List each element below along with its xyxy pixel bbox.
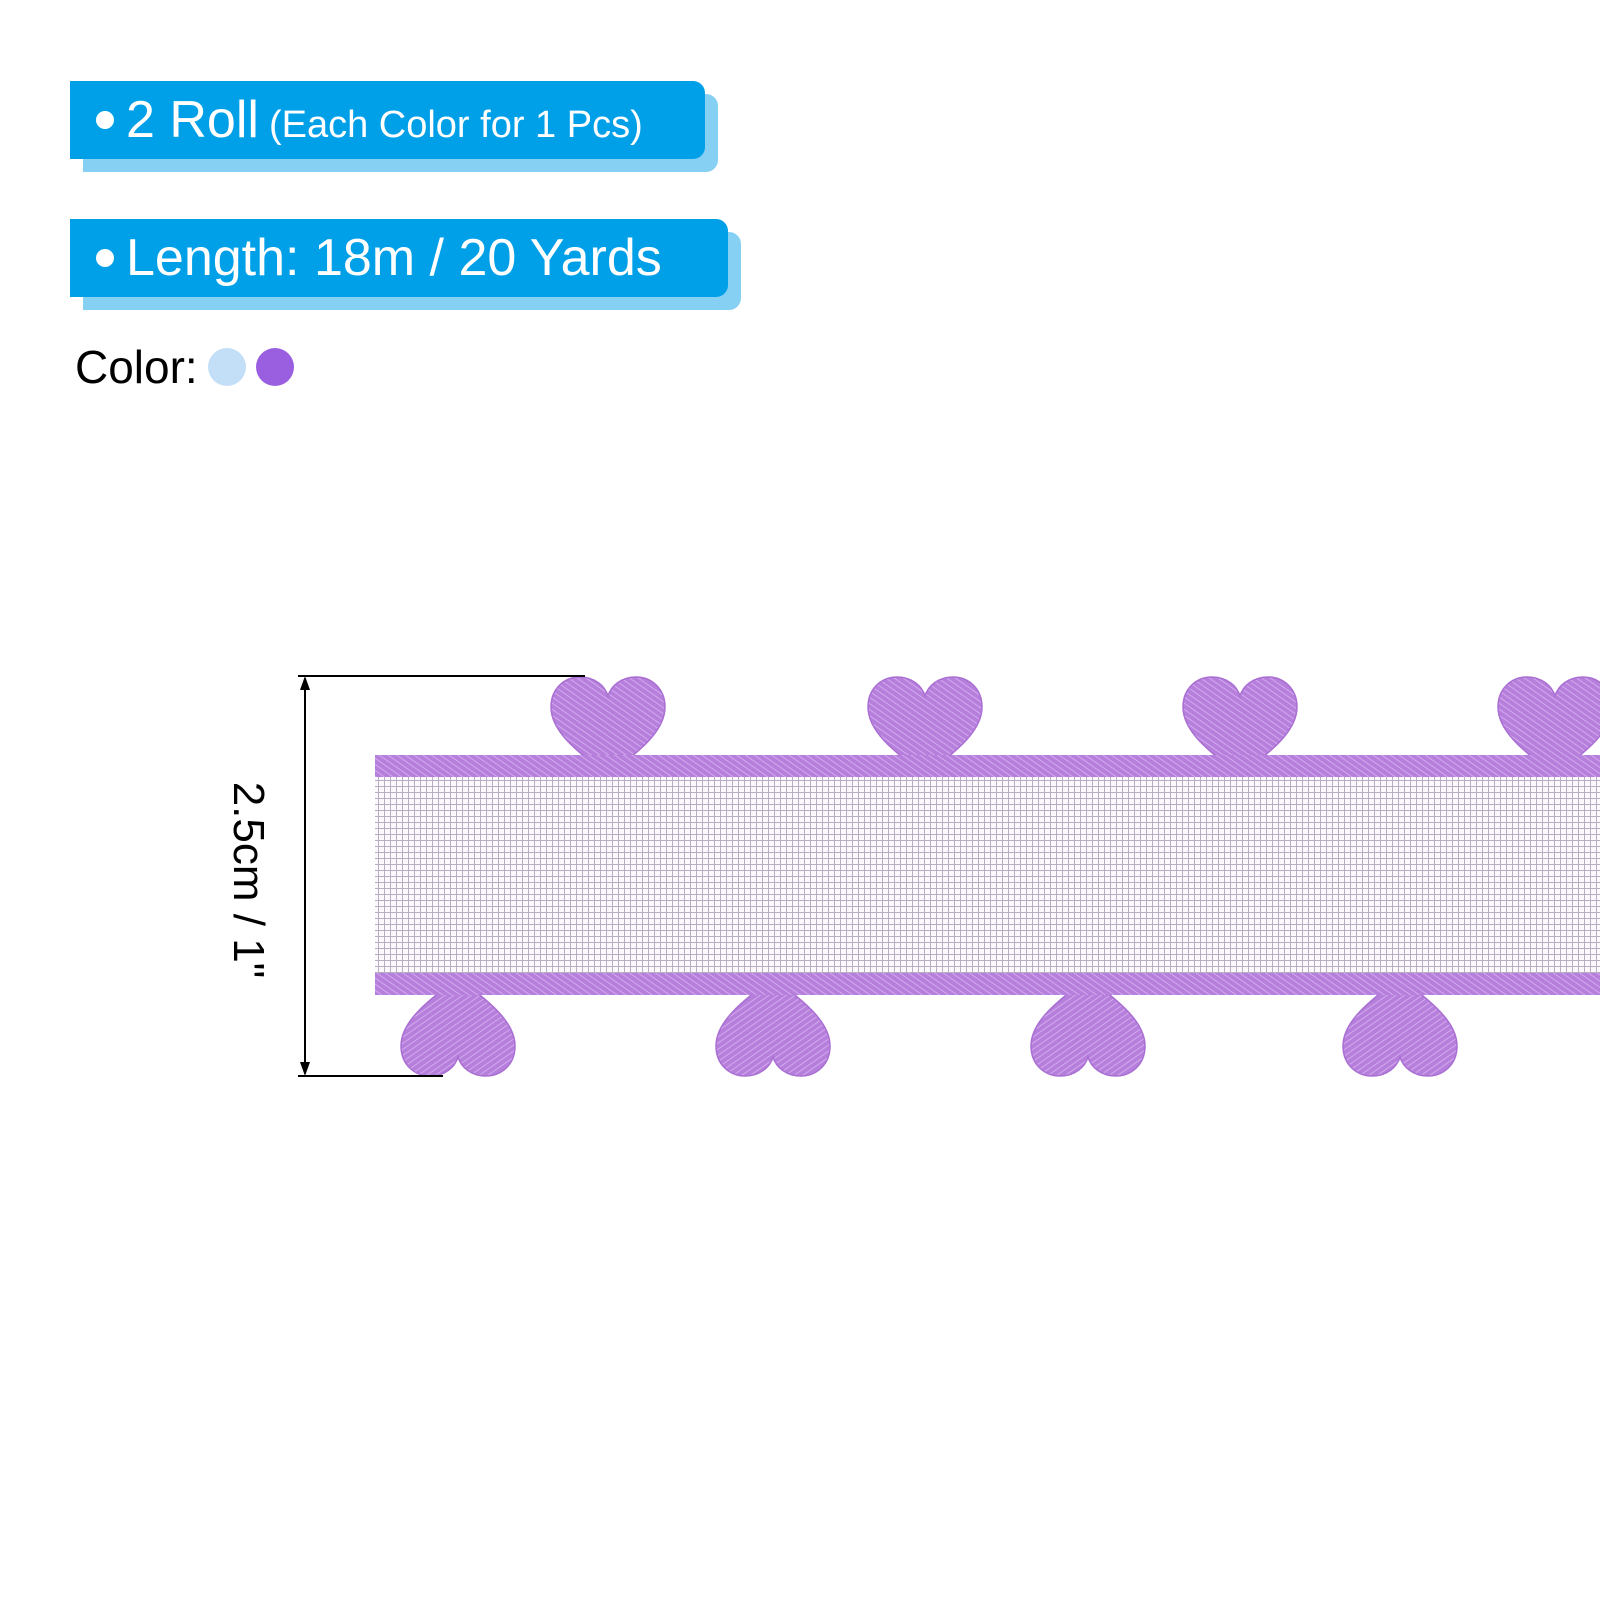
length-badge: Length: 18m / 20 Yards (70, 219, 741, 310)
ribbon-mesh (375, 755, 1600, 995)
heart-decoration (550, 676, 666, 776)
heart-decoration (400, 977, 516, 1077)
badge-body: 2 Roll (Each Color for 1 Pcs) (70, 81, 705, 159)
roll-count-text: 2 Roll (126, 91, 259, 149)
bullet-icon (96, 249, 114, 267)
color-swatch-light-blue (207, 348, 246, 386)
length-text: Length: 18m / 20 Yards (126, 229, 662, 287)
badge-body: Length: 18m / 20 Yards (70, 219, 728, 297)
roll-count-badge: 2 Roll (Each Color for 1 Pcs) (70, 81, 718, 172)
color-label: Color: (75, 341, 198, 393)
ribbon-top-edge (375, 755, 1600, 777)
ribbon-bottom-edge (375, 973, 1600, 995)
heart-decoration (715, 977, 831, 1077)
heart-decoration (1030, 977, 1146, 1077)
width-dimension-label: 2.5cm / 1" (224, 781, 273, 979)
heart-decorations (400, 676, 1600, 1077)
roll-count-subtext: (Each Color for 1 Pcs) (268, 103, 643, 146)
color-row: Color: (75, 340, 294, 394)
bullet-icon (96, 111, 114, 129)
heart-decoration (1342, 977, 1458, 1077)
color-swatch-purple (255, 348, 294, 386)
heart-decoration (867, 676, 983, 776)
heart-decoration (1497, 676, 1600, 776)
heart-decoration (1182, 676, 1298, 776)
